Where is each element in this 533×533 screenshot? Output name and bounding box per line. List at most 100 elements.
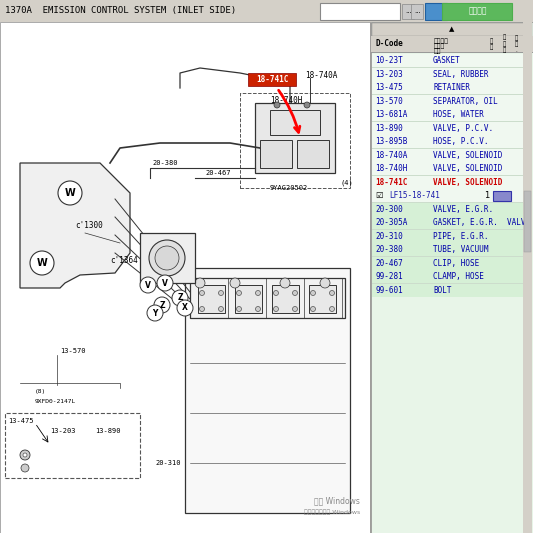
Circle shape bbox=[237, 306, 241, 311]
Text: 转到设置以激活 Windows: 转到设置以激活 Windows bbox=[304, 510, 360, 515]
Circle shape bbox=[219, 306, 223, 311]
Circle shape bbox=[311, 290, 316, 295]
Bar bbox=[372, 175, 532, 189]
Text: 20-380: 20-380 bbox=[375, 245, 403, 254]
Circle shape bbox=[255, 290, 261, 295]
Text: ▲: ▲ bbox=[449, 26, 455, 32]
Text: 13-203: 13-203 bbox=[50, 428, 76, 434]
Text: 20-310: 20-310 bbox=[375, 232, 403, 241]
Text: 13-890: 13-890 bbox=[95, 428, 120, 434]
Circle shape bbox=[293, 290, 297, 295]
Bar bbox=[411, 4, 424, 19]
Text: 信
息
.: 信 息 . bbox=[514, 35, 518, 53]
Text: Z: Z bbox=[177, 294, 183, 303]
Circle shape bbox=[23, 453, 27, 457]
Bar bbox=[372, 94, 532, 108]
Circle shape bbox=[304, 102, 310, 108]
Text: 20-305A: 20-305A bbox=[375, 218, 407, 227]
Text: GASKET, E.G.R.  VALVE: GASKET, E.G.R. VALVE bbox=[433, 218, 530, 227]
Circle shape bbox=[237, 290, 241, 295]
Text: 18-740A: 18-740A bbox=[305, 71, 337, 80]
Text: 18-740H: 18-740H bbox=[375, 164, 407, 173]
Bar bbox=[0, 0, 533, 22]
Text: 激活上传: 激活上传 bbox=[468, 6, 487, 15]
Text: HOSE, WATER: HOSE, WATER bbox=[433, 110, 484, 119]
Circle shape bbox=[154, 297, 170, 313]
Text: c'1300: c'1300 bbox=[75, 221, 103, 230]
Circle shape bbox=[58, 181, 82, 205]
Text: TUBE, VACUUM: TUBE, VACUUM bbox=[433, 245, 489, 254]
Text: 订
购
数: 订 购 数 bbox=[503, 35, 506, 53]
Text: ...: ... bbox=[405, 8, 412, 14]
Bar bbox=[371, 22, 533, 533]
Text: RETAINER: RETAINER bbox=[433, 83, 470, 92]
Text: 99-601: 99-601 bbox=[375, 286, 403, 295]
Bar bbox=[371, 36, 533, 52]
Bar bbox=[255, 103, 335, 173]
Bar bbox=[371, 52, 533, 53]
Circle shape bbox=[280, 278, 290, 288]
Text: D-Code: D-Code bbox=[376, 39, 404, 49]
Text: 13-203: 13-203 bbox=[375, 70, 403, 79]
Bar bbox=[260, 140, 292, 168]
Circle shape bbox=[147, 305, 163, 321]
Text: 1: 1 bbox=[484, 191, 490, 200]
Circle shape bbox=[274, 102, 280, 108]
Circle shape bbox=[149, 240, 185, 276]
Text: 13-895B: 13-895B bbox=[375, 138, 407, 146]
Bar bbox=[5, 413, 140, 478]
Text: HOSE, P.C.V.: HOSE, P.C.V. bbox=[433, 138, 489, 146]
Text: 数
量: 数 量 bbox=[489, 38, 492, 50]
Bar bbox=[198, 285, 225, 313]
Circle shape bbox=[230, 278, 240, 288]
Bar bbox=[140, 233, 195, 283]
Text: 20-467: 20-467 bbox=[375, 259, 403, 268]
Text: 20-380: 20-380 bbox=[152, 160, 177, 166]
Text: SEAL, RUBBER: SEAL, RUBBER bbox=[433, 70, 489, 79]
Text: 18-741C: 18-741C bbox=[256, 75, 288, 84]
Circle shape bbox=[329, 290, 335, 295]
Bar bbox=[372, 149, 532, 162]
Text: 1370A  EMISSION CONTROL SYSTEM (INLET SIDE): 1370A EMISSION CONTROL SYSTEM (INLET SID… bbox=[5, 6, 236, 15]
Bar bbox=[372, 270, 532, 284]
Text: 13-681A: 13-681A bbox=[375, 110, 407, 119]
Text: GASKET: GASKET bbox=[433, 56, 461, 65]
Bar bbox=[372, 203, 532, 216]
Text: ...: ... bbox=[414, 8, 421, 14]
Text: 13-475: 13-475 bbox=[8, 418, 34, 424]
Bar bbox=[270, 110, 320, 135]
Bar bbox=[190, 278, 345, 318]
Text: VALVE, SOLENOID: VALVE, SOLENOID bbox=[433, 164, 503, 173]
Text: c'1364: c'1364 bbox=[110, 256, 138, 265]
Text: Y: Y bbox=[152, 309, 158, 318]
Text: (8): (8) bbox=[35, 389, 46, 394]
Bar bbox=[320, 3, 400, 20]
Text: ☑: ☑ bbox=[375, 191, 383, 200]
Circle shape bbox=[140, 277, 156, 293]
Text: CLIP, HOSE: CLIP, HOSE bbox=[433, 259, 479, 268]
Text: VALVE, SOLENOID: VALVE, SOLENOID bbox=[433, 151, 503, 160]
Text: 20-467: 20-467 bbox=[205, 170, 230, 176]
Circle shape bbox=[155, 246, 179, 270]
Bar bbox=[372, 108, 532, 122]
Polygon shape bbox=[20, 163, 130, 288]
Bar bbox=[0, 22, 370, 533]
FancyArrowPatch shape bbox=[279, 90, 300, 132]
Circle shape bbox=[320, 278, 330, 288]
Text: 部件名称: 部件名称 bbox=[434, 38, 449, 44]
Text: 激活 Windows: 激活 Windows bbox=[314, 496, 360, 505]
Bar bbox=[372, 189, 532, 203]
Bar bbox=[442, 3, 512, 20]
Bar bbox=[372, 216, 532, 230]
Text: Z: Z bbox=[159, 301, 165, 310]
Text: 10-23T: 10-23T bbox=[375, 56, 403, 65]
Bar bbox=[372, 23, 532, 36]
Circle shape bbox=[219, 290, 223, 295]
Circle shape bbox=[21, 464, 29, 472]
Text: X: X bbox=[182, 303, 188, 312]
Bar bbox=[240, 93, 350, 188]
Circle shape bbox=[199, 306, 205, 311]
Bar bbox=[185, 268, 350, 513]
Circle shape bbox=[177, 300, 193, 316]
Text: 部件号: 部件号 bbox=[434, 43, 445, 49]
